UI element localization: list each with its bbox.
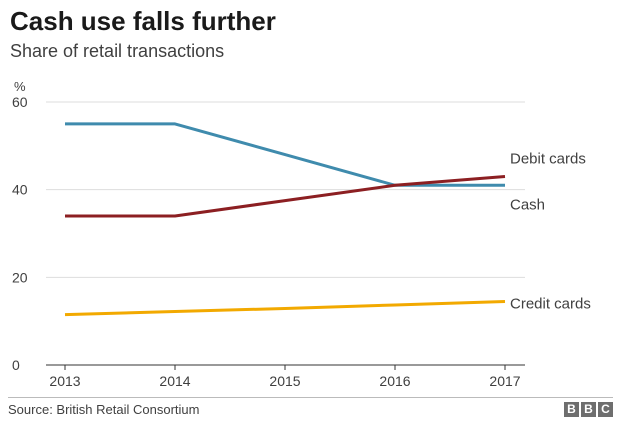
bbc-logo: B B C [564,402,613,417]
chart-title: Cash use falls further [10,6,276,36]
y-tick-label-0: 0 [12,357,20,373]
line-chart: 0 20 40 60% 2013 2014 2015 2016 2017 Cash Debit ca… [12,79,591,389]
x-tick-label-2017: 2017 [489,373,520,389]
y-tick-label-60: 60 [12,94,28,110]
series-label-credit-cards: Credit cards [510,295,591,312]
series-line-debit-cards [65,175,506,218]
x-tick-label-2016: 2016 [379,373,410,389]
chart-subtitle: Share of retail transactions [10,41,225,61]
source-note: Source: British Retail Consortium [8,402,200,417]
series-line-credit-cards [64,299,506,317]
footer-divider [8,397,613,398]
y-tick-label-20: 20 [12,269,28,285]
bbc-logo-letter-1: B [564,402,579,417]
y-axis-unit-label: % [14,79,26,94]
x-tick-label-2015: 2015 [269,373,300,389]
y-tick-label-40: 40 [12,182,28,198]
x-tick-label-2014: 2014 [159,373,190,389]
series-label-debit-cards: Debit cards [510,151,586,168]
x-tick-label-2013: 2013 [49,373,80,389]
series-label-cash: Cash [510,196,545,213]
bbc-logo-letter-3: C [598,402,613,417]
bbc-logo-letter-2: B [581,402,596,417]
series-line-cash [65,122,505,187]
